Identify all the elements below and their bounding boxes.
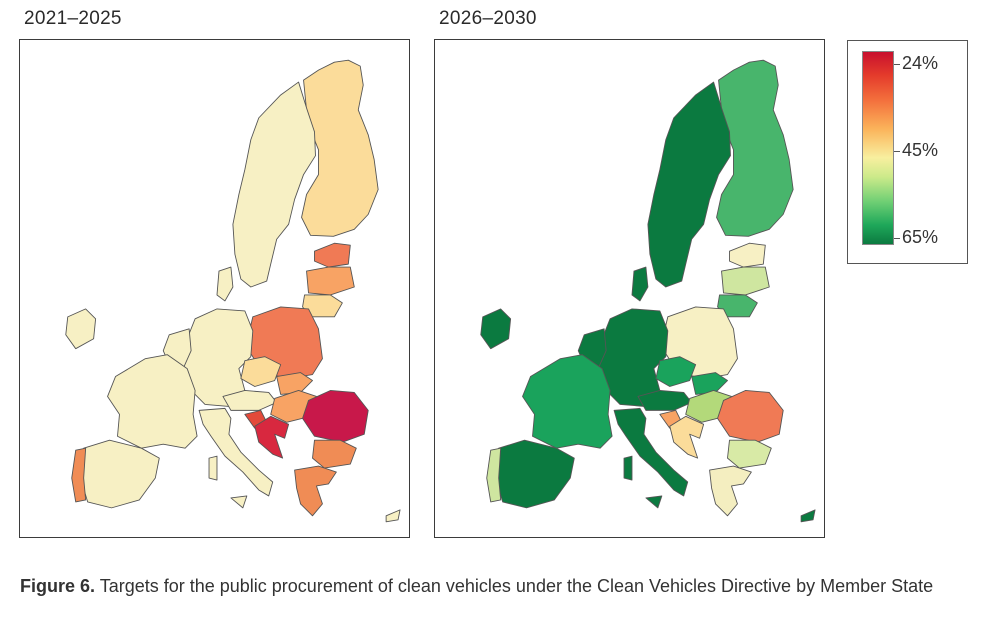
legend-label-65: 65% [902,227,939,247]
panel-title-2026-2030: 2026–2030 [439,8,537,29]
country-slovakia [691,372,728,395]
country-cyprus [800,509,816,523]
country-ireland [65,308,97,350]
country-romania [302,390,369,443]
country-spain [81,439,160,509]
country-france [107,354,198,449]
country-lithuania [302,294,343,318]
country-latvia [721,266,770,296]
country-sweden [232,81,316,288]
caption-text: Targets for the public procurement of cl… [99,576,934,596]
legend-tick-mid [894,151,900,152]
legend-tick-bottom [894,238,900,239]
country-finland [716,59,794,237]
country-denmark [216,266,234,302]
country-denmark [631,266,649,302]
country-italy [198,407,274,509]
country-bulgaria [312,439,357,469]
country-italy [613,407,689,509]
caption-label: Figure 6. [20,576,96,596]
country-portugal [486,447,502,503]
legend-color-bar [862,51,894,245]
country-slovakia [276,372,313,395]
country-estonia [729,242,766,268]
legend-label-45: 45% [902,140,939,160]
country-bulgaria [727,439,772,469]
country-france [522,354,613,449]
country-portugal [71,447,87,503]
country-spain [496,439,575,509]
legend-label-24: 24% [902,53,939,73]
country-cyprus [385,509,401,523]
country-finland [301,59,379,237]
country-sweden [647,81,731,288]
map-2021-2025 [19,39,410,538]
map-2021-2025-svg [65,59,401,523]
country-romania [717,390,784,443]
panel-title-2021-2025: 2021–2025 [24,8,122,29]
country-latvia [306,266,355,296]
figure-caption: Figure 6. Targets for the public procure… [20,572,980,600]
country-estonia [314,242,351,268]
country-ireland [480,308,512,350]
country-lithuania [717,294,758,318]
country-croatia [669,415,705,459]
country-greece [294,465,337,517]
legend-tick-top [894,64,900,65]
country-czechia [240,356,282,387]
color-legend: 24% 45% 65% [847,40,968,264]
country-greece [709,465,752,517]
country-croatia [254,415,290,459]
country-czechia [655,356,697,387]
map-2026-2030-svg [480,59,816,523]
map-2026-2030 [434,39,825,538]
